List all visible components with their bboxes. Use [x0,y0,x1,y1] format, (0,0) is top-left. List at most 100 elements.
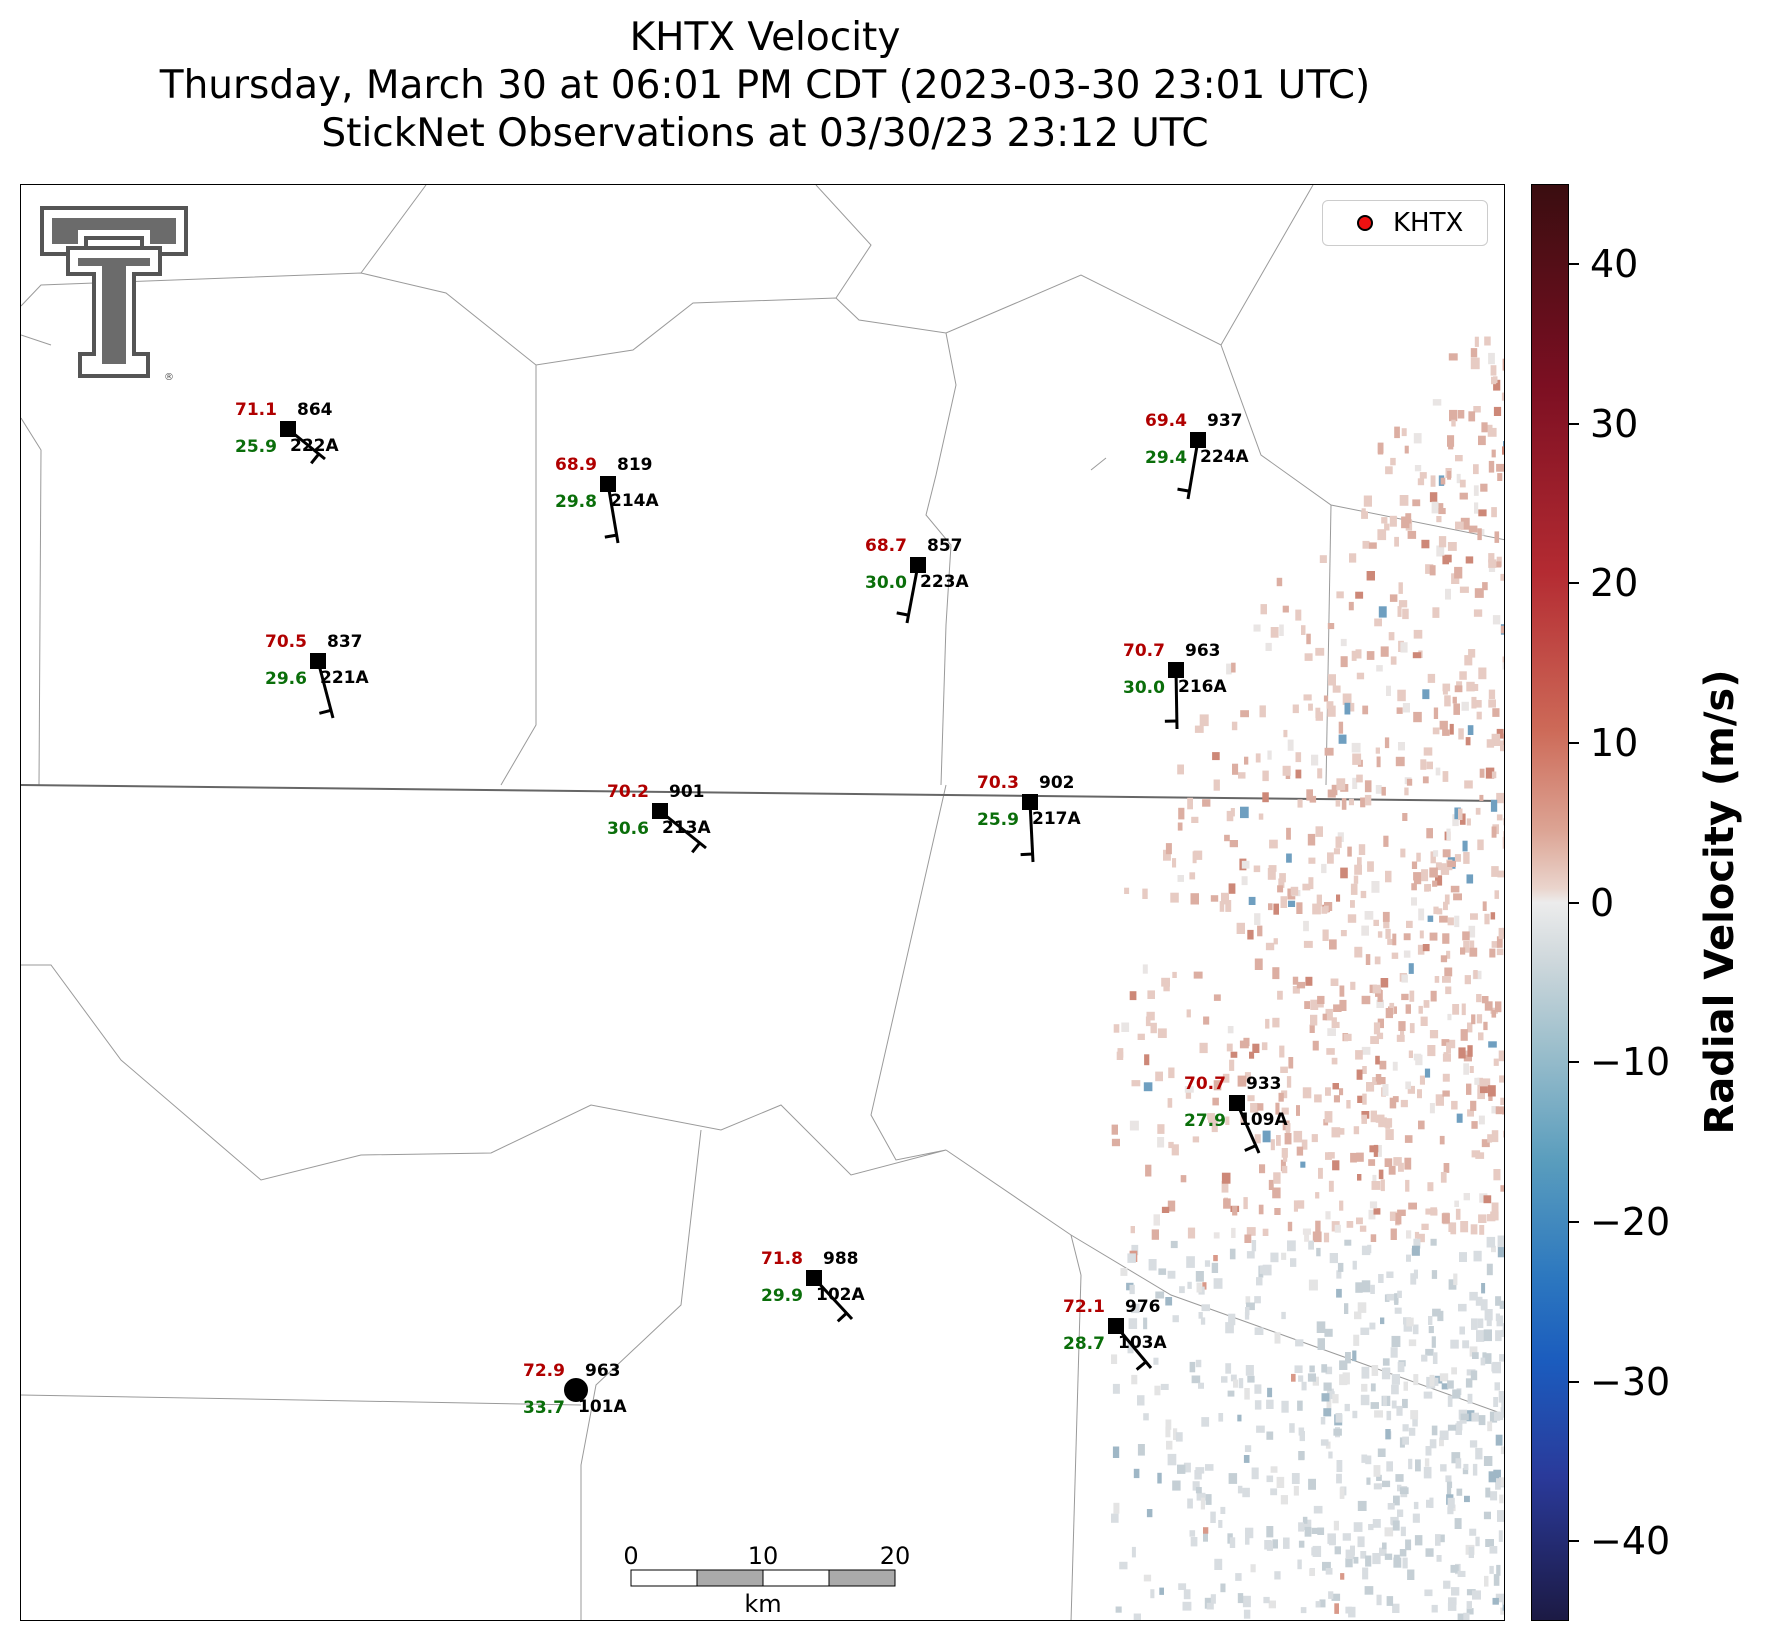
wind-barb [1174,669,1179,730]
station-101A: 72.9 963 33.7 101A [523,1361,627,1418]
scale-tick-10: 10 [748,1542,779,1570]
station-marker [910,557,926,573]
colorbar-tick-label: 10 [1590,720,1639,765]
station-marker [1190,432,1206,448]
station-dewpoint: 33.7 [523,1398,565,1418]
station-dewpoint: 29.8 [555,492,597,512]
wind-barb-flag [1020,852,1033,857]
station-pressure: 988 [823,1249,859,1269]
colorbar-tick-label: −30 [1590,1359,1671,1404]
station-dewpoint: 30.0 [1123,678,1165,698]
scale-bar: 0 10 20 km [623,1542,910,1618]
station-213A: 70.2 901 30.6 213A [607,782,711,854]
wind-barb [606,483,620,544]
colorbar-tick-label: 40 [1590,241,1639,286]
station-temperature: 70.7 [1123,641,1165,661]
scale-tick-0: 0 [623,1542,638,1570]
station-222A: 71.1 864 25.9 222A [235,400,339,465]
station-dewpoint: 28.7 [1063,1334,1105,1354]
colorbar-tick [1569,262,1579,265]
station-id: 103A [1118,1333,1167,1353]
station-dewpoint: 27.9 [1184,1111,1226,1131]
station-103A: 72.1 976 28.7 103A [1063,1297,1167,1371]
colorbar-tick-label: −10 [1590,1040,1671,1085]
station-id: 216A [1178,677,1227,697]
station-pressure: 976 [1125,1297,1161,1317]
station-pressure: 901 [669,782,705,802]
wind-barb-flag [691,842,701,854]
wind-barb [316,660,335,719]
station-id: 217A [1032,809,1081,829]
colorbar-tick [1569,422,1579,425]
station-id: 224A [1200,447,1249,467]
svg-text:®: ® [164,372,174,382]
colorbar-tick-label: 20 [1590,561,1639,606]
station-marker [1022,794,1038,810]
colorbar-tick [1569,1540,1579,1543]
station-dewpoint: 30.6 [607,819,649,839]
station-pressure: 857 [927,536,963,556]
station-id: 213A [662,818,711,838]
station-pressure: 864 [297,400,333,420]
station-marker [806,1270,822,1286]
colorbar-tick-label: 0 [1590,880,1615,925]
wind-barb-flag [1177,487,1190,493]
radar-marker-icon [1357,215,1373,231]
station-pressure: 963 [585,1361,621,1381]
colorbar [1531,184,1569,1621]
station-temperature: 68.7 [865,536,907,556]
colorbar-tick [1569,741,1579,744]
wind-barb-flag [604,533,617,539]
station-id: 102A [816,1285,865,1305]
station-id: 221A [320,668,369,688]
station-dewpoint: 25.9 [977,810,1019,830]
radar-site-marker [564,1378,588,1402]
colorbar-tick-label: −20 [1590,1199,1671,1244]
station-marker [310,653,326,669]
map-panel: 71.1 864 25.9 222A 68.9 819 29.8 214A 68.7 857 30.… [20,184,1505,1621]
title-line-3: StickNet Observations at 03/30/23 23:12 … [321,111,1209,156]
wind-barb [1186,439,1200,500]
title-line-2: Thursday, March 30 at 06:01 PM CDT (2023… [159,63,1371,108]
colorbar-tick [1569,1220,1579,1223]
legend: KHTX [1322,200,1488,246]
colorbar-tick [1569,1380,1579,1383]
colorbar-tick [1569,582,1579,585]
station-temperature: 71.8 [761,1249,803,1269]
station-pressure: 902 [1039,773,1075,793]
colorbar-tick [1569,901,1579,904]
station-temperature: 72.9 [523,1361,565,1381]
station-temperature: 72.1 [1063,1297,1105,1317]
station-temperature: 70.5 [265,632,307,652]
station-dewpoint: 29.9 [761,1286,803,1306]
wind-barb [1028,801,1035,863]
station-dewpoint: 29.6 [265,669,307,689]
wind-barb-flag [318,708,332,715]
station-pressure: 937 [1207,411,1243,431]
colorbar-tick-label: −40 [1590,1519,1671,1564]
station-214A: 68.9 819 29.8 214A [555,455,659,544]
legend-label: KHTX [1393,208,1464,238]
station-pressure: 819 [617,455,653,475]
colorbar-label: Radial Velocity (m/s) [1697,669,1743,1135]
wind-barb-flag [1244,1144,1257,1152]
station-marker [280,421,296,437]
station-temperature: 69.4 [1145,411,1187,431]
station-109A: 70.7 933 27.9 109A [1184,1074,1288,1154]
scale-tick-20: 20 [880,1542,911,1570]
wind-barb-flag [836,1312,848,1323]
station-id: 214A [610,491,659,511]
station-temperature: 70.7 [1184,1074,1226,1094]
colorbar-tick-label: 30 [1590,401,1639,446]
map-title: KHTX Velocity Thursday, March 30 at 06:0… [0,14,1530,158]
station-224A: 69.4 937 29.4 224A [1145,411,1249,500]
wind-barb-flag [896,611,909,617]
station-pressure: 837 [327,632,363,652]
station-marker [1229,1095,1245,1111]
county-boundaries [21,185,1504,1620]
station-id: 222A [290,436,339,456]
station-temperature: 68.9 [555,455,597,475]
station-221A: 70.5 837 29.6 221A [265,632,369,719]
station-temperature: 70.2 [607,782,649,802]
station-pressure: 963 [1185,641,1221,661]
